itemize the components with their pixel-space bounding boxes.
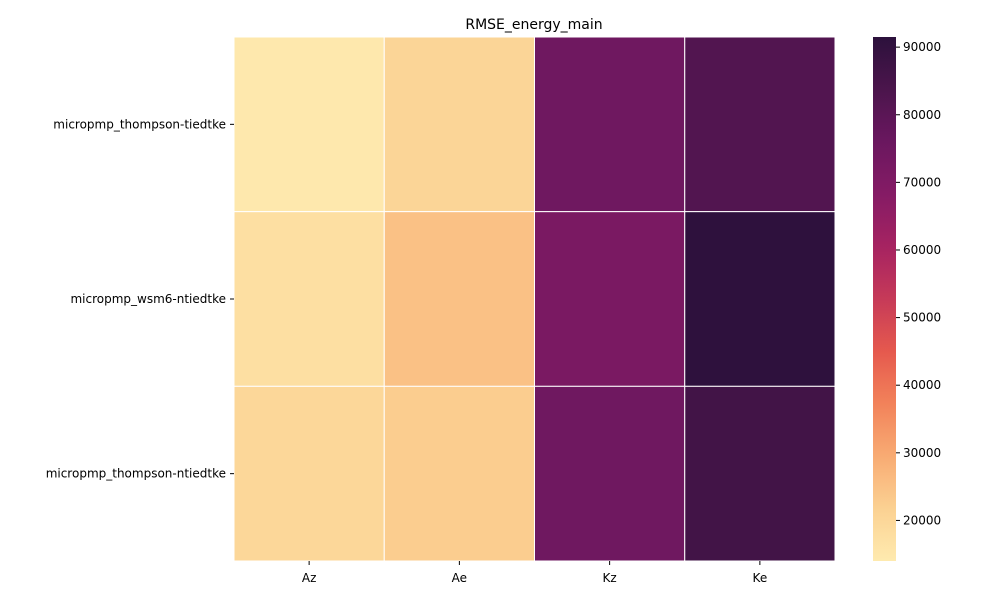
colorbar-tick-label: 70000 [903, 175, 941, 189]
colorbar-tick-label: 80000 [903, 108, 941, 122]
x-tick-label: Ke [753, 571, 768, 585]
colorbar-gradient [873, 37, 896, 561]
heatmap-cell-r1-c0 [233, 211, 385, 387]
x-tick-label: Ae [452, 571, 467, 585]
colorbar-tick-label: 20000 [903, 513, 941, 527]
heatmap-cell-r0-c1 [383, 36, 535, 213]
heatmap-cell-r1-c2 [534, 211, 686, 387]
heatmap-cell-r2-c0 [233, 385, 385, 562]
y-axis-ticks: micropmp_thompson-tiedtke micropmp_wsm6-n… [46, 117, 234, 481]
colorbar-tick-label: 40000 [903, 378, 941, 392]
heatmap-cell-r2-c1 [383, 385, 535, 562]
y-tick-label: micropmp_wsm6-ntiedtke [70, 292, 226, 306]
colorbar-tick-label: 50000 [903, 311, 941, 325]
heatmap-cells [233, 36, 836, 562]
heatmap-cell-r1-c1 [383, 211, 535, 387]
heatmap-cell-r0-c2 [534, 36, 686, 213]
y-tick-label: micropmp_thompson-ntiedtke [46, 467, 226, 481]
chart-title: RMSE_energy_main [465, 17, 602, 33]
heatmap-cell-r0-c0 [233, 36, 385, 213]
colorbar-tick-label: 30000 [903, 446, 941, 460]
x-tick-label: Kz [603, 571, 617, 585]
colorbar-tick-label: 60000 [903, 243, 941, 257]
heatmap-cell-r2-c3 [684, 385, 836, 562]
y-tick-label: micropmp_thompson-tiedtke [53, 117, 226, 131]
colorbar: 20000 30000 40000 50000 60000 70000 80000 90000 [873, 37, 941, 561]
heatmap-cell-r2-c2 [534, 385, 686, 562]
colorbar-tick-label: 90000 [903, 40, 941, 54]
x-axis-ticks: Az Ae Kz Ke [302, 561, 767, 585]
heatmap-cell-r1-c3 [684, 211, 836, 387]
x-tick-label: Az [302, 571, 317, 585]
heatmap-cell-r0-c3 [684, 36, 836, 213]
